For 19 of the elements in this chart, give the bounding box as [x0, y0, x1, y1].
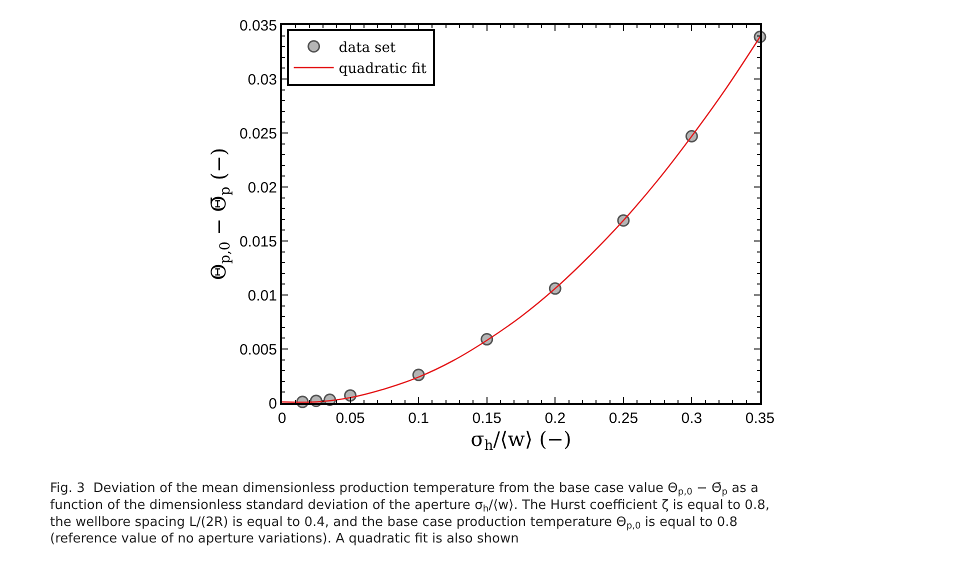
y-tick-label: 0.03: [248, 71, 277, 88]
y-tick-label: 0.015: [239, 233, 277, 250]
y-tick-label: 0.01: [248, 287, 277, 304]
y-tick-label: 0.035: [239, 17, 277, 34]
x-tick-label: 0.2: [544, 410, 566, 427]
x-tick-label: 0.35: [745, 410, 775, 427]
x-tick-label: 0.3: [681, 410, 702, 427]
x-axis-title: σ$_{h}$/⟨w⟩ (−): [470, 427, 572, 454]
x-tick-label: 0.25: [608, 410, 638, 427]
y-tick-label: 0: [268, 395, 277, 412]
y-tick-label: 0.02: [248, 179, 277, 196]
legend-label: quadratic fit: [338, 61, 427, 78]
y-tick-label: 0.025: [239, 125, 277, 142]
legend-label: data set: [338, 40, 396, 56]
y-tick-label: 0.005: [239, 341, 277, 358]
x-tick-label: 0.1: [408, 410, 429, 427]
x-tick-label: 0.05: [336, 410, 365, 427]
x-tick-label: 0.15: [472, 410, 502, 427]
text: Fig. 3 Deviation of the mean dimensionless production temperature from the base case value Θ$_{p,0}$ − Θ̄$_{p}$ as a function of the dimensionless standard deviation of the aperture σ$_{h}$/⟨w⟩. The Hurst coefficient ζ is equal to 0.8, the wellbore spacing L/(2R) is equal to 0.4, and the base case production temperature Θ$_{p,0}$ is equal to 0.8 (reference value of no aperture variations). A quadratic fit is also shown: [50, 481, 770, 547]
